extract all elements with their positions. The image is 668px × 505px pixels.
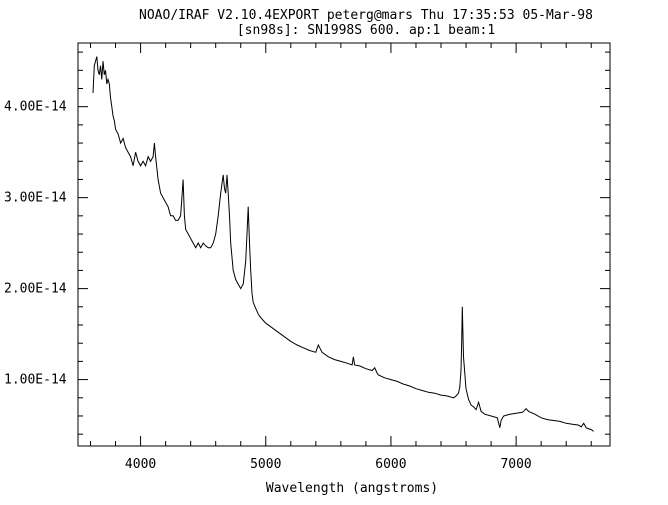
plot-subtitle: [sn98s]: SN1998S 600. ap:1 beam:1 [236, 23, 496, 38]
x-tick-label: 7000 [500, 457, 531, 472]
x-axis: 4000 5000 6000 7000 [90, 43, 592, 472]
spectrum-line [92, 56, 594, 432]
y-tick-label: 2.00E-14 [4, 282, 67, 297]
x-tick-label: 6000 [375, 457, 406, 472]
y-tick-label: 1.00E-14 [4, 373, 67, 388]
x-axis-label: Wavelength (angstroms) [266, 481, 438, 496]
x-tick-label: 5000 [250, 457, 281, 472]
y-axis: 1.00E-14 2.00E-14 3.00E-14 4.00E-14 [4, 51, 610, 435]
x-tick-label: 4000 [125, 457, 156, 472]
y-tick-label: 4.00E-14 [4, 100, 67, 115]
y-tick-label: 3.00E-14 [4, 191, 67, 206]
plot-title: NOAO/IRAF V2.10.4EXPORT peterg@mars Thu … [139, 8, 593, 23]
plot-frame [77, 42, 611, 447]
